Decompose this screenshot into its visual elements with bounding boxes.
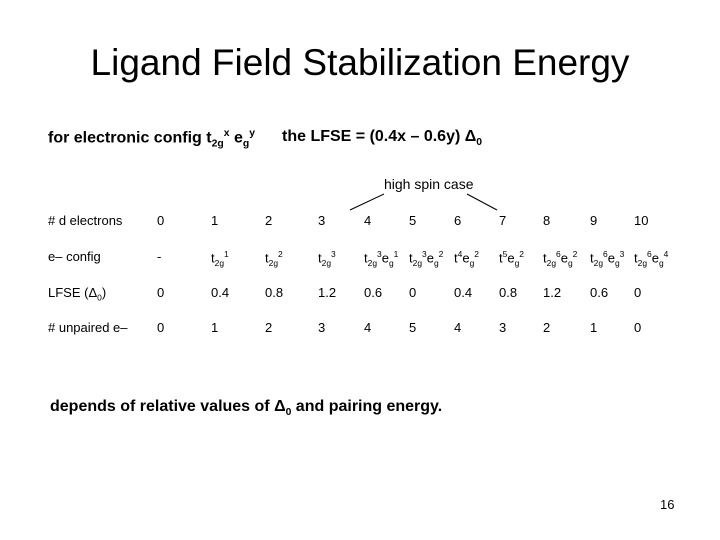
- table-cell: 3: [318, 213, 326, 228]
- table-cell: 9: [590, 213, 598, 228]
- spin-case-label: high spin case: [384, 176, 474, 192]
- table-cell: 0: [409, 285, 417, 300]
- table-cell: 5: [409, 320, 417, 335]
- t-superscript: x: [223, 128, 230, 139]
- row-header: # d electrons: [48, 213, 123, 228]
- config-cell: t2g6eg3: [590, 249, 625, 268]
- table-cell: 5: [409, 213, 417, 228]
- table-cell: 0: [157, 213, 165, 228]
- bracket-right-line: [466, 193, 498, 211]
- table-cell: 0.4: [454, 285, 473, 300]
- t-subscript: 2g: [211, 138, 224, 150]
- table-cell: 0: [157, 285, 165, 300]
- table-cell: 10: [634, 213, 649, 228]
- config-cell: t5eg2: [499, 249, 524, 268]
- table-cell: 2: [543, 320, 551, 335]
- table-cell: 4: [364, 213, 372, 228]
- table-cell: 6: [454, 213, 462, 228]
- table-cell: 0.6: [364, 285, 383, 300]
- table-cell: 0: [157, 320, 165, 335]
- table-cell: 1: [211, 320, 219, 335]
- config-definition: for electronic config t2gx egy: [48, 128, 255, 150]
- row-header: # unpaired e–: [48, 320, 128, 335]
- bracket-left-line: [349, 193, 385, 211]
- config-cell: t2g1: [211, 249, 229, 268]
- table-cell: 0: [634, 320, 642, 335]
- table-cell: 0.8: [499, 285, 518, 300]
- config-prefix: for electronic config t: [48, 129, 212, 147]
- pairing-note: depends of relative values of Δ0 and pai…: [50, 398, 442, 418]
- row-header: LFSE (Δ0): [48, 285, 107, 303]
- e-superscript: y: [249, 128, 255, 139]
- table-cell: 1.2: [318, 285, 337, 300]
- table-cell: 3: [499, 320, 507, 335]
- slide-title: Ligand Field Stabilization Energy: [90, 42, 630, 83]
- table-cell: 1.2: [543, 285, 562, 300]
- formula-text: the LFSE = (0.4x – 0.6y) Δ: [282, 128, 477, 145]
- table-cell: 0.4: [211, 285, 230, 300]
- config-e: e: [229, 129, 243, 147]
- config-cell: t2g3eg1: [364, 249, 399, 268]
- note-text: depends of relative values of Δ: [50, 398, 286, 415]
- note-text-end: and pairing energy.: [291, 398, 443, 415]
- config-cell: t2g6eg4: [634, 249, 669, 268]
- table-cell: 0.8: [265, 285, 284, 300]
- page-number: 16: [660, 497, 675, 512]
- table-cell: 2: [265, 320, 273, 335]
- table-cell: 4: [364, 320, 372, 335]
- table-cell: 8: [543, 213, 551, 228]
- e-subscript: g: [242, 138, 250, 150]
- config-cell: t2g3eg2: [409, 249, 444, 268]
- config-cell: t4eg2: [454, 249, 479, 268]
- note-subscript: 0: [285, 407, 292, 419]
- row-header: e– config: [48, 249, 101, 264]
- table-cell: 3: [318, 320, 326, 335]
- table-cell: 2: [265, 213, 273, 228]
- table-cell: 1: [590, 320, 598, 335]
- table-cell: 7: [499, 213, 507, 228]
- table-cell: 1: [211, 213, 219, 228]
- formula-subscript: 0: [476, 137, 483, 149]
- config-cell: t2g3: [318, 249, 336, 268]
- lfse-formula: the LFSE = (0.4x – 0.6y) Δ0: [282, 128, 482, 148]
- config-cell: t2g6eg2: [543, 249, 578, 268]
- config-cell: -: [157, 249, 162, 264]
- table-cell: 4: [454, 320, 462, 335]
- config-cell: t2g2: [265, 249, 283, 268]
- table-cell: 0.6: [590, 285, 609, 300]
- table-cell: 0: [634, 285, 642, 300]
